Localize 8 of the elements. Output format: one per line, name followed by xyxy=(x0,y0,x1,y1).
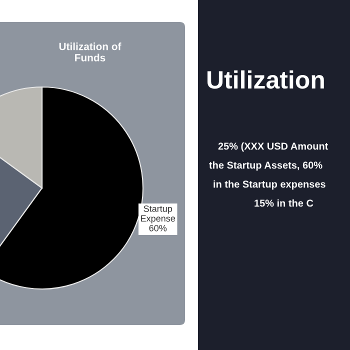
text: the Startup Assets, 60% xyxy=(209,161,322,171)
text: Utilization xyxy=(208,70,324,89)
text: 15% in the C xyxy=(254,199,314,207)
text: 25% (XXX USD Amount xyxy=(218,142,328,152)
text: in the Startup expenses xyxy=(214,180,326,190)
chart-title: Utilization of Funds xyxy=(59,42,122,62)
data-label: 60% xyxy=(149,224,167,232)
slice-label: Startup Expense xyxy=(141,206,176,224)
